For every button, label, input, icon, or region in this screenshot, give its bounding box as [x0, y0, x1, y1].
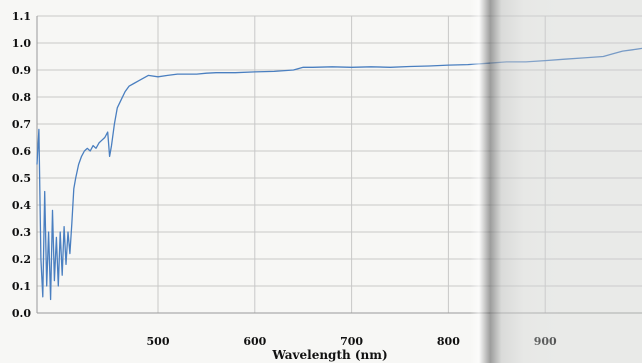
y-tick-label: 0.9: [12, 64, 31, 77]
x-tick-label: 800: [437, 335, 460, 348]
x-axis-label: Wavelength (nm): [271, 348, 387, 362]
x-axis: 500 600 700 800 900: [147, 335, 558, 348]
series-line: [36, 47, 642, 301]
y-tick-label: 1.0: [12, 37, 31, 50]
y-tick-label: 0.0: [12, 307, 31, 320]
y-tick-label: 0.5: [12, 172, 31, 185]
series-group: [36, 47, 642, 301]
x-tick-label: 900: [534, 335, 557, 348]
x-tick-label: 600: [243, 335, 266, 348]
y-axis: 0.0 0.1 0.2 0.3 0.4 0.5 0.6 0.7 0.8 0.9 1.0 1.1: [12, 10, 31, 320]
y-tick-label: 0.7: [12, 118, 31, 131]
x-tick-label: 700: [340, 335, 363, 348]
y-tick-label: 0.1: [12, 280, 31, 293]
x-tick-label: 500: [147, 335, 170, 348]
y-tick-label: 0.8: [12, 91, 31, 104]
y-tick-label: 0.6: [12, 145, 31, 158]
y-tick-label: 0.3: [12, 226, 31, 239]
y-tick-label: 0.4: [12, 199, 31, 212]
y-tick-label: 0.2: [12, 253, 31, 266]
y-tick-label: 1.1: [12, 10, 31, 23]
